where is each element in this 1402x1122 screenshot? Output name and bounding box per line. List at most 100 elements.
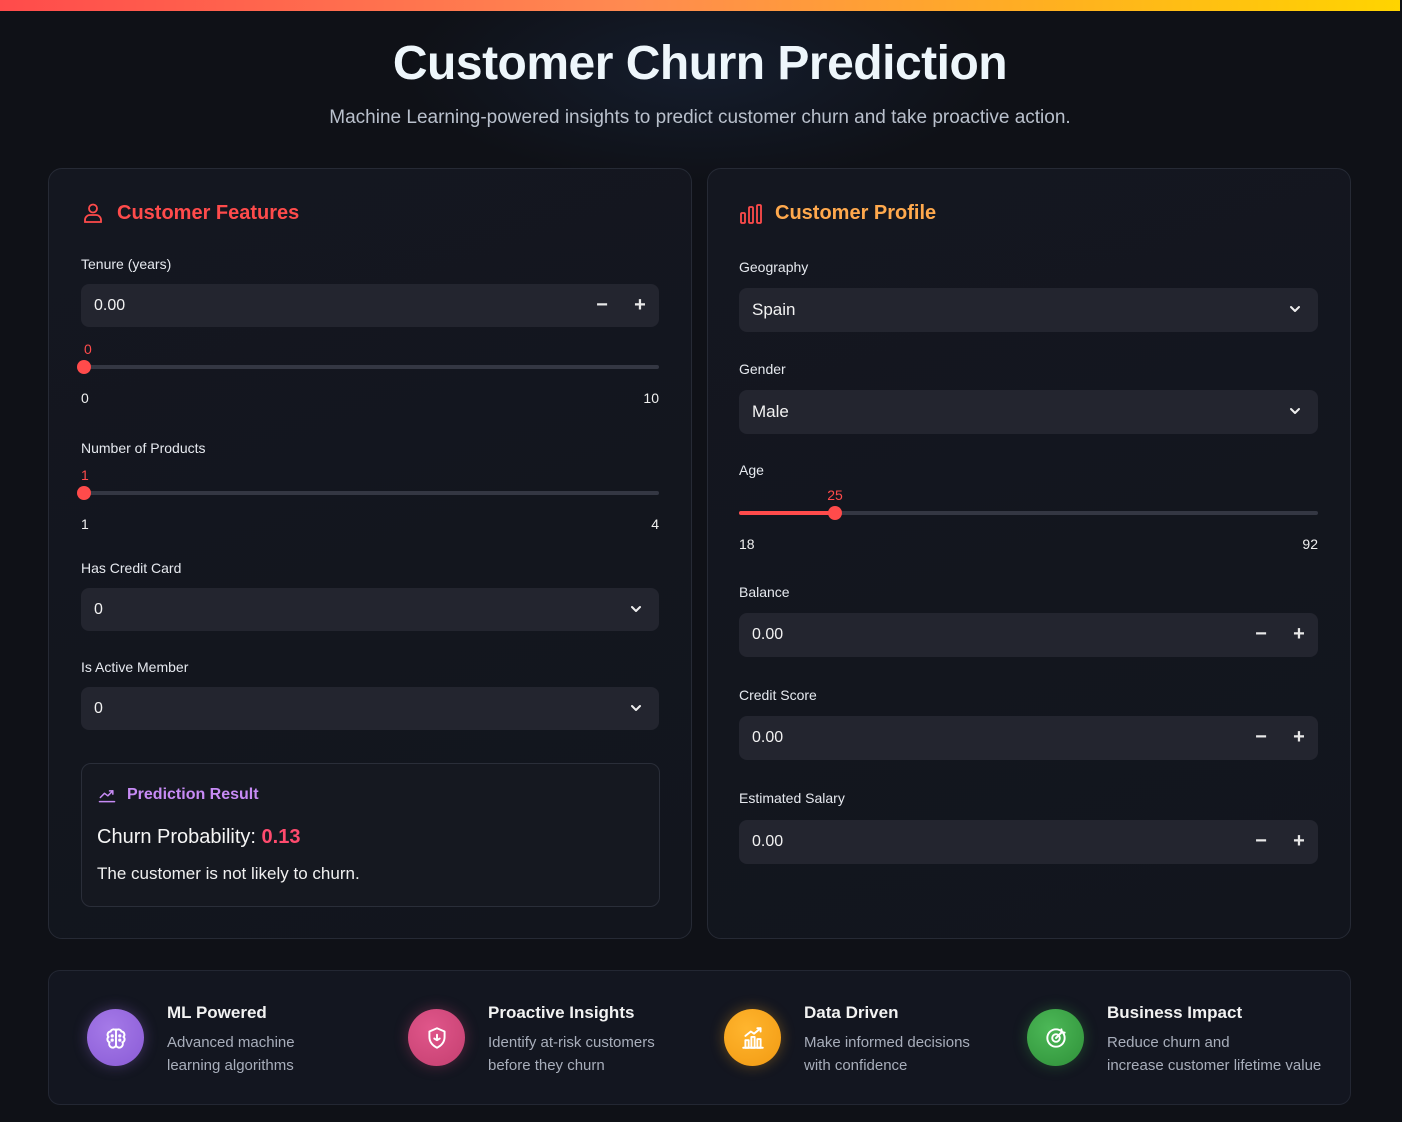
tenure-slider-min: 0: [81, 390, 89, 406]
feature-title: ML Powered: [167, 1003, 267, 1022]
chart-growth-icon: [741, 1026, 764, 1049]
products-label: Number of Products: [81, 440, 206, 456]
credit-card-select[interactable]: 0: [81, 588, 659, 631]
balance-input[interactable]: 0.00 − +: [739, 613, 1318, 657]
features-strip: ML Powered Advanced machine learning alg…: [48, 970, 1351, 1105]
trending-up-icon: [98, 790, 116, 803]
feature-description: Reduce churn and increase customer lifet…: [1107, 1031, 1321, 1077]
feature-icon-circle: [408, 1009, 465, 1066]
salary-value[interactable]: 0.00: [752, 833, 784, 850]
customer-profile-card: Customer Profile Geography Spain Gender …: [707, 168, 1351, 939]
gender-value: Male: [752, 402, 789, 421]
feature-icon-circle: [724, 1009, 781, 1066]
products-slider-value: 1: [81, 467, 89, 483]
tenure-slider[interactable]: 0 0 10: [77, 341, 659, 406]
feature-title: Business Impact: [1107, 1003, 1243, 1022]
page-title: Customer Churn Prediction: [392, 37, 1008, 90]
credit-score-input[interactable]: 0.00 − +: [739, 716, 1318, 760]
brain-icon: [105, 1027, 126, 1049]
churn-probability: Churn Probability: 0.13: [97, 826, 300, 849]
age-slider-track[interactable]: [739, 511, 1318, 515]
salary-increment-button[interactable]: +: [1293, 830, 1305, 852]
products-slider-min: 1: [81, 516, 89, 532]
credit-card-value: 0: [94, 600, 103, 618]
age-slider-value: 25: [827, 487, 843, 503]
balance-decrement-button[interactable]: −: [1255, 623, 1267, 645]
tenure-increment-button[interactable]: +: [634, 294, 646, 316]
gender-label: Gender: [739, 361, 786, 377]
chevron-down-icon[interactable]: [629, 602, 643, 616]
tenure-slider-thumb[interactable]: [77, 360, 91, 374]
feature-title: Proactive Insights: [488, 1003, 635, 1022]
tenure-label: Tenure (years): [81, 256, 172, 272]
shield-icon: [427, 1026, 446, 1049]
tenure-slider-track[interactable]: [81, 365, 659, 369]
geography-label: Geography: [739, 259, 809, 275]
active-member-value: 0: [94, 699, 103, 717]
target-icon: [1045, 1027, 1066, 1048]
age-slider-fill: [739, 511, 835, 515]
prediction-message: The customer is not likely to churn.: [97, 864, 360, 883]
prediction-result-panel: Prediction Result Churn Probability: 0.1…: [81, 763, 660, 907]
feature-description-line: with confidence: [804, 1057, 908, 1074]
feature-description-line: Advanced machine: [167, 1034, 295, 1051]
balance-increment-button[interactable]: +: [1293, 623, 1305, 645]
salary-label: Estimated Salary: [739, 790, 845, 806]
chevron-down-icon[interactable]: [629, 701, 643, 715]
balance-value[interactable]: 0.00: [752, 626, 784, 643]
feature-description-line: before they churn: [488, 1057, 605, 1074]
geography-value: Spain: [752, 300, 796, 319]
tenure-input[interactable]: 0.00 − +: [81, 284, 659, 327]
active-member-label: Is Active Member: [81, 659, 189, 675]
feature-description: Advanced machine learning algorithms: [167, 1031, 295, 1077]
page-subtitle: Machine Learning-powered insights to pre…: [329, 107, 1071, 128]
chevron-down-icon[interactable]: [1288, 404, 1302, 418]
feature-description-line: Identify at-risk customers: [488, 1034, 655, 1051]
feature-description-line: Make informed decisions: [804, 1034, 970, 1051]
feature-title: Data Driven: [804, 1003, 899, 1022]
customer-profile-header: Customer Profile: [739, 201, 936, 225]
salary-input[interactable]: 0.00 − +: [739, 820, 1318, 864]
age-slider-thumb[interactable]: [828, 506, 842, 520]
gradient-top-bar: [0, 0, 1400, 11]
credit-score-increment-button[interactable]: +: [1293, 726, 1305, 748]
churn-probability-label: Churn Probability:: [97, 826, 256, 848]
active-member-select[interactable]: 0: [81, 687, 659, 730]
feature-description-line: learning algorithms: [167, 1057, 294, 1074]
customer-profile-title: Customer Profile: [775, 201, 937, 224]
customer-features-header: Customer Features: [81, 201, 299, 225]
products-slider-track[interactable]: [81, 491, 659, 495]
salary-decrement-button[interactable]: −: [1255, 830, 1267, 852]
user-icon: [84, 203, 102, 223]
feature-description: Make informed decisions with confidence: [804, 1031, 970, 1077]
prediction-result-title: Prediction Result: [127, 786, 259, 803]
geography-select[interactable]: Spain: [739, 288, 1318, 332]
bar-chart-icon: [740, 204, 762, 224]
credit-score-value[interactable]: 0.00: [752, 729, 784, 746]
products-slider-max: 4: [651, 516, 659, 532]
feature-description-line: increase customer lifetime value: [1107, 1057, 1322, 1074]
feature-description-line: Reduce churn and: [1107, 1034, 1230, 1051]
balance-label: Balance: [739, 584, 790, 600]
tenure-value[interactable]: 0.00: [94, 296, 126, 314]
feature-icon-circle: [1027, 1009, 1084, 1066]
credit-card-label: Has Credit Card: [81, 560, 182, 576]
gender-select[interactable]: Male: [739, 390, 1318, 434]
credit-score-label: Credit Score: [739, 687, 817, 703]
age-slider[interactable]: 25 18 92: [739, 487, 1318, 552]
prediction-result-header: Prediction Result: [97, 785, 259, 805]
tenure-decrement-button[interactable]: −: [596, 294, 608, 316]
customer-features-title: Customer Features: [117, 201, 300, 224]
credit-score-decrement-button[interactable]: −: [1255, 726, 1267, 748]
age-label: Age: [739, 462, 764, 478]
churn-probability-value: 0.13: [261, 826, 301, 848]
products-slider[interactable]: 1 1 4: [77, 467, 659, 532]
feature-description: Identify at-risk customers before they c…: [488, 1031, 655, 1077]
age-slider-max: 92: [1302, 536, 1318, 552]
chevron-down-icon[interactable]: [1288, 302, 1302, 316]
tenure-slider-max: 10: [643, 390, 659, 406]
feature-icon-circle: [87, 1009, 144, 1066]
age-slider-min: 18: [739, 536, 755, 552]
products-slider-thumb[interactable]: [77, 486, 91, 500]
tenure-slider-value: 0: [84, 341, 92, 357]
